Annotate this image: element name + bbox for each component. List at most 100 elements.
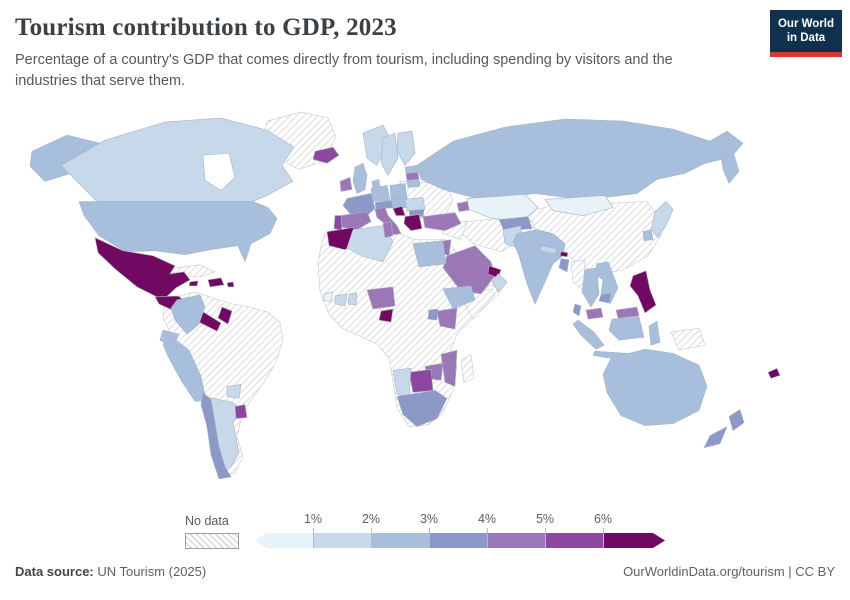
country-saudi-arabia[interactable] xyxy=(442,245,496,295)
country-botswana[interactable] xyxy=(408,369,434,393)
color-scale: 1% 2% 3% 4% 5% 6% xyxy=(255,512,661,548)
country-cambodia[interactable] xyxy=(598,292,612,304)
country-south-africa[interactable] xyxy=(396,390,448,427)
owid-logo-line1: Our World xyxy=(777,17,834,30)
country-kenya[interactable] xyxy=(436,307,458,330)
legend-tick xyxy=(487,528,488,548)
legend-tick xyxy=(313,528,314,548)
country-romania[interactable] xyxy=(404,197,426,211)
license-link[interactable]: OurWorldinData.org/tourism | CC BY xyxy=(623,564,835,579)
country-greece[interactable] xyxy=(403,214,423,231)
country-bangladesh[interactable] xyxy=(558,258,570,273)
country-jamaica[interactable] xyxy=(188,280,199,287)
country-new-zealand-south[interactable] xyxy=(703,426,728,449)
country-indonesia-borneo[interactable] xyxy=(608,316,645,341)
country-egypt[interactable] xyxy=(412,240,447,268)
legend-tick xyxy=(545,528,546,548)
legend-bin-3-4[interactable] xyxy=(429,533,487,548)
country-sweden[interactable] xyxy=(380,132,399,176)
country-tunisia[interactable] xyxy=(382,221,394,238)
legend-label-5pct: 5% xyxy=(535,512,555,526)
legend-bin-lt1[interactable] xyxy=(255,533,313,548)
legend-bin-4-5[interactable] xyxy=(487,533,545,548)
legend-bin-1-2[interactable] xyxy=(313,533,371,548)
country-japan[interactable] xyxy=(650,201,674,238)
country-indonesia-sulawesi[interactable] xyxy=(648,320,661,346)
country-hispaniola[interactable] xyxy=(207,277,225,288)
page-title: Tourism contribution to GDP, 2023 xyxy=(15,14,397,41)
no-data-swatch[interactable] xyxy=(185,533,239,549)
world-map xyxy=(5,103,845,505)
country-indonesia-sumatra[interactable] xyxy=(572,319,605,350)
country-mongolia[interactable] xyxy=(544,195,614,216)
legend-bin-2-3[interactable] xyxy=(371,533,429,548)
country-germany[interactable] xyxy=(370,185,391,202)
country-new-zealand-north[interactable] xyxy=(728,409,745,431)
country-fiji[interactable] xyxy=(767,368,781,379)
legend-label-2pct: 2% xyxy=(361,512,381,526)
country-usa[interactable] xyxy=(78,201,278,263)
country-lithuania[interactable] xyxy=(406,179,421,188)
country-estonia[interactable] xyxy=(404,165,419,174)
country-puerto-rico[interactable] xyxy=(226,281,235,288)
country-mexico[interactable] xyxy=(94,237,191,301)
country-uruguay[interactable] xyxy=(234,404,248,419)
country-ethiopia[interactable] xyxy=(442,285,476,310)
country-italy[interactable] xyxy=(374,207,402,235)
country-nepal[interactable] xyxy=(539,245,558,255)
country-central-asia[interactable] xyxy=(498,216,533,231)
country-uk[interactable] xyxy=(352,162,368,194)
country-south-korea[interactable] xyxy=(642,229,654,241)
data-source: Data source: UN Tourism (2025) xyxy=(15,564,206,579)
country-malaysia-borneo[interactable] xyxy=(615,306,640,319)
country-sierra-leone[interactable] xyxy=(322,291,334,303)
country-canada[interactable] xyxy=(60,117,295,202)
country-finland[interactable] xyxy=(396,130,416,166)
country-ghana[interactable] xyxy=(347,292,358,306)
country-spain[interactable] xyxy=(336,211,372,230)
legend-label-6pct: 6% xyxy=(593,512,613,526)
hudson-bay xyxy=(202,152,236,191)
country-peru[interactable] xyxy=(162,335,207,402)
country-sri-lanka[interactable] xyxy=(572,303,582,317)
country-russia-kamchatka[interactable] xyxy=(720,150,740,184)
legend-label-3pct: 3% xyxy=(419,512,439,526)
country-russia[interactable] xyxy=(416,118,744,198)
country-papua-new-guinea[interactable] xyxy=(670,327,706,351)
country-portugal[interactable] xyxy=(333,215,343,231)
country-paraguay[interactable] xyxy=(226,384,242,399)
country-mozambique[interactable] xyxy=(440,349,458,387)
legend-bin-gt6[interactable] xyxy=(603,533,665,548)
country-france[interactable] xyxy=(342,193,376,216)
legend-bin-5-6[interactable] xyxy=(545,533,603,548)
country-bhutan[interactable] xyxy=(559,251,569,258)
legend-label-1pct: 1% xyxy=(303,512,323,526)
country-turkey[interactable] xyxy=(422,212,462,231)
world-map-svg xyxy=(29,111,781,480)
country-ivory-coast[interactable] xyxy=(334,293,348,307)
country-nigeria[interactable] xyxy=(366,286,396,310)
country-philippines[interactable] xyxy=(629,270,657,314)
country-latvia[interactable] xyxy=(405,172,420,181)
country-madagascar[interactable] xyxy=(460,353,475,383)
country-gabon[interactable] xyxy=(378,308,394,323)
data-source-label: Data source: xyxy=(15,564,94,579)
country-colombia[interactable] xyxy=(170,294,206,335)
country-australia[interactable] xyxy=(602,348,708,426)
map-legend: No data 1% 2% 3% 4% 5% 6% xyxy=(0,512,850,556)
country-iceland[interactable] xyxy=(312,146,340,164)
country-india[interactable] xyxy=(512,229,566,305)
country-oman[interactable] xyxy=(491,273,508,293)
country-ireland[interactable] xyxy=(339,177,353,192)
country-guyana[interactable] xyxy=(217,306,233,325)
country-malaysia-peninsula[interactable] xyxy=(585,307,604,320)
legend-label-4pct: 4% xyxy=(477,512,497,526)
country-chile[interactable] xyxy=(200,392,232,480)
country-uganda[interactable] xyxy=(427,308,439,321)
no-data-label: No data xyxy=(185,514,229,528)
country-thailand[interactable] xyxy=(581,267,600,308)
country-poland[interactable] xyxy=(389,183,408,200)
owid-logo[interactable]: Our World in Data xyxy=(770,10,842,57)
country-croatia[interactable] xyxy=(392,206,406,216)
